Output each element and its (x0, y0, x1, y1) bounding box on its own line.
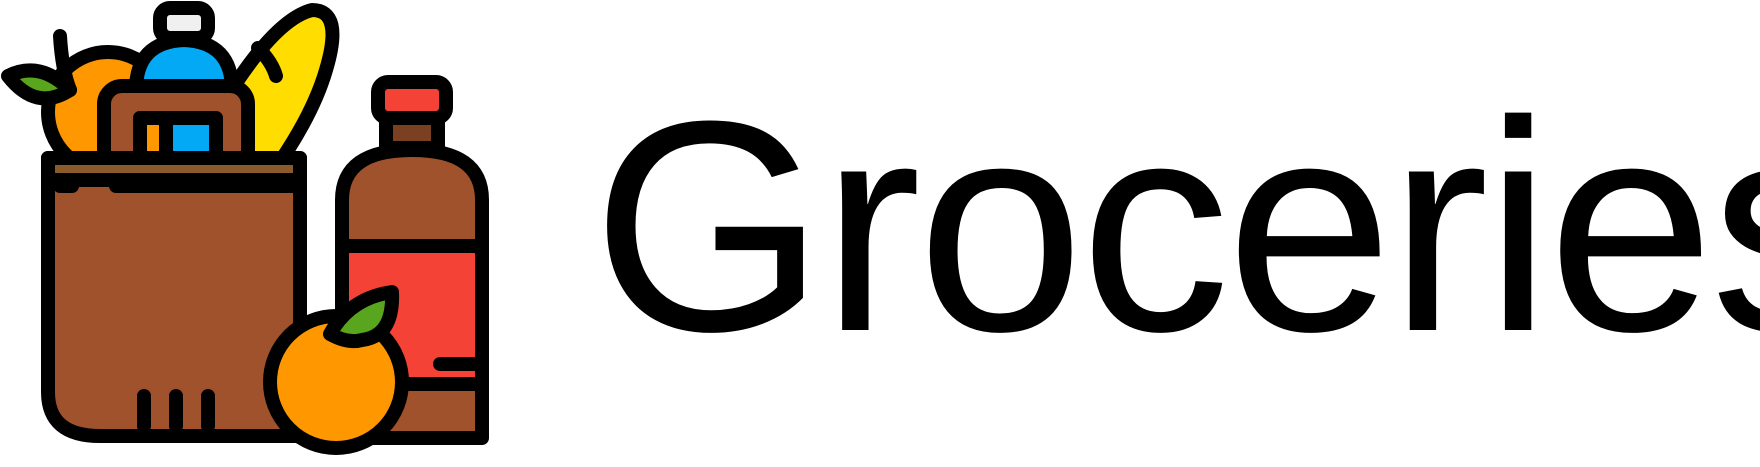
water-bottle-icon (129, 1, 239, 97)
paper-bag-icon (41, 151, 307, 443)
brand-title: Groceries (592, 58, 1760, 394)
grocery-bag-icon (1, 1, 489, 455)
drink-bottle-icon (323, 75, 489, 445)
orange-front-icon (263, 285, 409, 455)
